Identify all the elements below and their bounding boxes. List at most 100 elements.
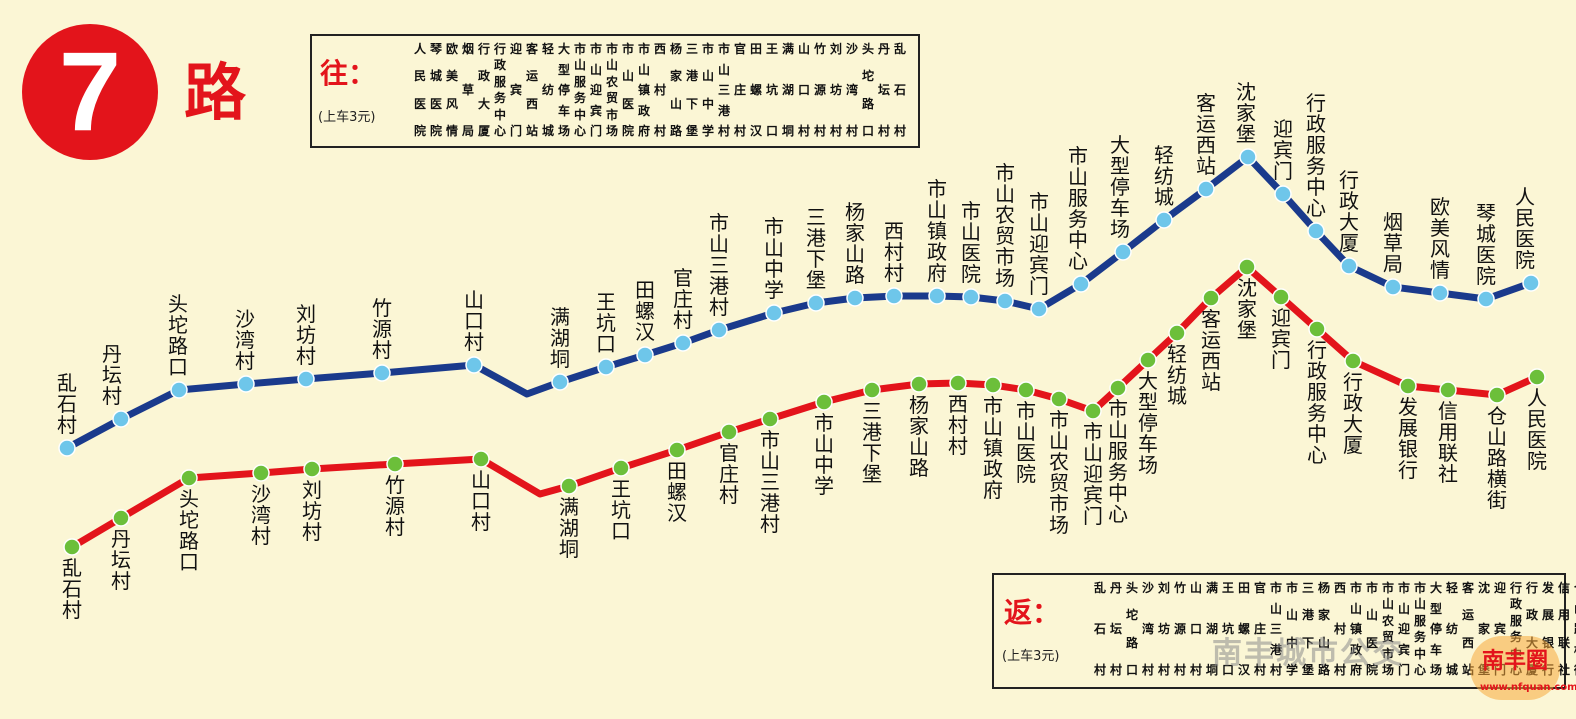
outbound-list-column: 大型停车场 bbox=[557, 42, 570, 138]
outbound-stop-marker bbox=[1072, 275, 1090, 293]
outbound-stop-label: 烟草局 bbox=[1383, 210, 1403, 276]
outbound-stop-marker bbox=[928, 287, 946, 305]
inbound-stop-marker bbox=[1084, 402, 1102, 420]
outbound-list-column: 西村村 bbox=[653, 42, 666, 138]
inbound-stop-marker bbox=[1109, 379, 1127, 397]
outbound-list-column: 三港下堡 bbox=[685, 42, 698, 138]
outbound-list-columns: 人民医院琴城医院欧美风情烟草局行政大厦行政服务中心迎宾门客运西站轻纺城大型停车场… bbox=[412, 42, 908, 138]
inbound-list-column: 刘坊村 bbox=[1157, 581, 1170, 677]
inbound-stop-marker bbox=[1399, 377, 1417, 395]
outbound-stop-label: 山口村 bbox=[464, 288, 484, 354]
inbound-list-column: 乱石村 bbox=[1093, 581, 1106, 677]
outbound-list-column: 烟草局 bbox=[461, 42, 474, 138]
outbound-list-column: 满湖垌 bbox=[781, 42, 794, 138]
inbound-stop-label: 田螺汉 bbox=[667, 459, 687, 525]
outbound-stop-marker bbox=[807, 294, 825, 312]
outbound-list-column: 市山三港村 bbox=[717, 42, 730, 138]
outbound-stop-marker bbox=[237, 375, 255, 393]
inbound-stop-marker bbox=[180, 469, 198, 487]
inbound-stops: 乱石村丹坛村头坨路口沙湾村刘坊村竹源村山口村满湖垌王坑口田螺汉官庄村市山三港村市… bbox=[62, 258, 1547, 622]
inbound-stop-marker bbox=[1308, 320, 1326, 338]
outbound-stop-marker bbox=[1155, 211, 1173, 229]
inbound-stop-marker bbox=[1139, 351, 1157, 369]
inbound-list-column: 市山迎宾门 bbox=[1397, 581, 1410, 677]
inbound-stop-label: 市山中学 bbox=[814, 411, 834, 498]
inbound-stop-marker bbox=[612, 459, 630, 477]
outbound-stop-label: 市山中学 bbox=[764, 215, 784, 302]
inbound-stop-label: 杨家山路 bbox=[909, 393, 929, 480]
inbound-list-column: 市山三港村 bbox=[1269, 581, 1282, 677]
inbound-stop-marker bbox=[1488, 386, 1506, 404]
inbound-list-column: 满湖垌 bbox=[1205, 581, 1218, 677]
outbound-list-column: 丹坛村 bbox=[877, 42, 890, 138]
outbound-stop-label: 田螺汉 bbox=[635, 278, 655, 344]
route-number-badge: 7 bbox=[22, 24, 158, 160]
outbound-stop-label: 沈家堡 bbox=[1236, 80, 1256, 146]
inbound-list-column: 轻纺城 bbox=[1445, 581, 1458, 677]
outbound-stop-marker bbox=[1239, 148, 1257, 166]
inbound-list-columns: 乱石村丹坛村头坨路口沙湾村刘坊村竹源村山口村满湖垌王坑口田螺汉官庄村市山三港村市… bbox=[1092, 581, 1576, 677]
inbound-stop-marker bbox=[761, 410, 779, 428]
inbound-list-column: 山口村 bbox=[1189, 581, 1202, 677]
inbound-stop-label: 大型停车场 bbox=[1138, 369, 1158, 477]
outbound-stop-label: 沙湾村 bbox=[235, 307, 255, 373]
outbound-stop-label: 大型停车场 bbox=[1110, 133, 1130, 241]
inbound-list-column: 西村村 bbox=[1333, 581, 1346, 677]
outbound-stop-marker bbox=[710, 321, 728, 339]
inbound-stop-label: 西村村 bbox=[948, 392, 968, 458]
outbound-list-column: 市山镇政府 bbox=[637, 42, 650, 138]
outbound-list-column: 迎宾门 bbox=[509, 42, 522, 138]
outbound-stop-marker bbox=[597, 358, 615, 376]
outbound-stop-label: 人民医院 bbox=[1515, 185, 1535, 272]
inbound-list-column: 杨家山路 bbox=[1317, 581, 1330, 677]
watermark-badge: 南丰圈 bbox=[1470, 636, 1560, 700]
inbound-stop-label: 三港下堡 bbox=[862, 399, 882, 486]
outbound-stop-label: 丹坛村 bbox=[102, 342, 122, 408]
inbound-stop-marker bbox=[63, 538, 81, 556]
inbound-stop-marker bbox=[1272, 288, 1290, 306]
outbound-list-column: 市山中学 bbox=[701, 42, 714, 138]
outbound-stop-marker bbox=[1197, 180, 1215, 198]
inbound-list-column: 丹坛村 bbox=[1109, 581, 1122, 677]
outbound-stop-marker bbox=[112, 410, 130, 428]
inbound-list-column: 竹源村 bbox=[1173, 581, 1186, 677]
outbound-stop-label: 行政服务中心 bbox=[1306, 91, 1326, 220]
outbound-list-column: 沙湾村 bbox=[845, 42, 858, 138]
inbound-stop-marker bbox=[252, 464, 270, 482]
inbound-stop-marker bbox=[112, 509, 130, 527]
outbound-list-column: 头坨路口 bbox=[861, 42, 874, 138]
inbound-list-column: 田螺汉 bbox=[1237, 581, 1250, 677]
outbound-stop-label: 轻纺城 bbox=[1154, 143, 1174, 209]
inbound-list-column: 市山服务中心 bbox=[1413, 581, 1426, 677]
inbound-stop-marker bbox=[472, 450, 490, 468]
inbound-stop-label: 乱石村 bbox=[62, 556, 82, 622]
outbound-stop-label: 竹源村 bbox=[372, 296, 392, 362]
inbound-stop-label: 沈家堡 bbox=[1237, 276, 1257, 342]
outbound-stop-label: 刘坊村 bbox=[296, 302, 316, 368]
outbound-stop-label: 欧美风情 bbox=[1430, 195, 1450, 282]
inbound-stop-label: 市山镇政府 bbox=[983, 394, 1003, 502]
inbound-stop-marker bbox=[863, 381, 881, 399]
inbound-stop-marker bbox=[815, 393, 833, 411]
inbound-list-column: 市山镇政府 bbox=[1349, 581, 1362, 677]
inbound-stop-label: 市山医院 bbox=[1016, 399, 1036, 486]
inbound-stop-label: 市山服务中心 bbox=[1108, 397, 1128, 526]
outbound-stop-list: 往： (上车3元) 人民医院琴城医院欧美风情烟草局行政大厦行政服务中心迎宾门客运… bbox=[310, 34, 920, 148]
outbound-stop-marker bbox=[551, 373, 569, 391]
inbound-stop-label: 发展银行 bbox=[1398, 395, 1418, 482]
inbound-stop-label: 山口村 bbox=[471, 468, 491, 534]
inbound-list-column: 大型停车场 bbox=[1429, 581, 1442, 677]
outbound-list-column: 官庄村 bbox=[733, 42, 746, 138]
inbound-stop-marker bbox=[1238, 258, 1256, 276]
outbound-stop-marker bbox=[1030, 300, 1048, 318]
inbound-stop-marker bbox=[303, 460, 321, 478]
inbound-list-column: 仓山路横街 bbox=[1572, 581, 1576, 677]
inbound-list-column: 市山农贸市场 bbox=[1381, 581, 1394, 677]
outbound-stop-marker bbox=[373, 364, 391, 382]
inbound-list-column: 市山中学 bbox=[1285, 581, 1298, 677]
outbound-direction-label: 往： bbox=[320, 57, 377, 90]
inbound-stop-label: 市山迎宾门 bbox=[1083, 420, 1103, 528]
inbound-stop-label: 官庄村 bbox=[719, 441, 739, 507]
outbound-stop-label: 客运西站 bbox=[1196, 91, 1216, 178]
inbound-stop-label: 市山三港村 bbox=[760, 428, 780, 536]
